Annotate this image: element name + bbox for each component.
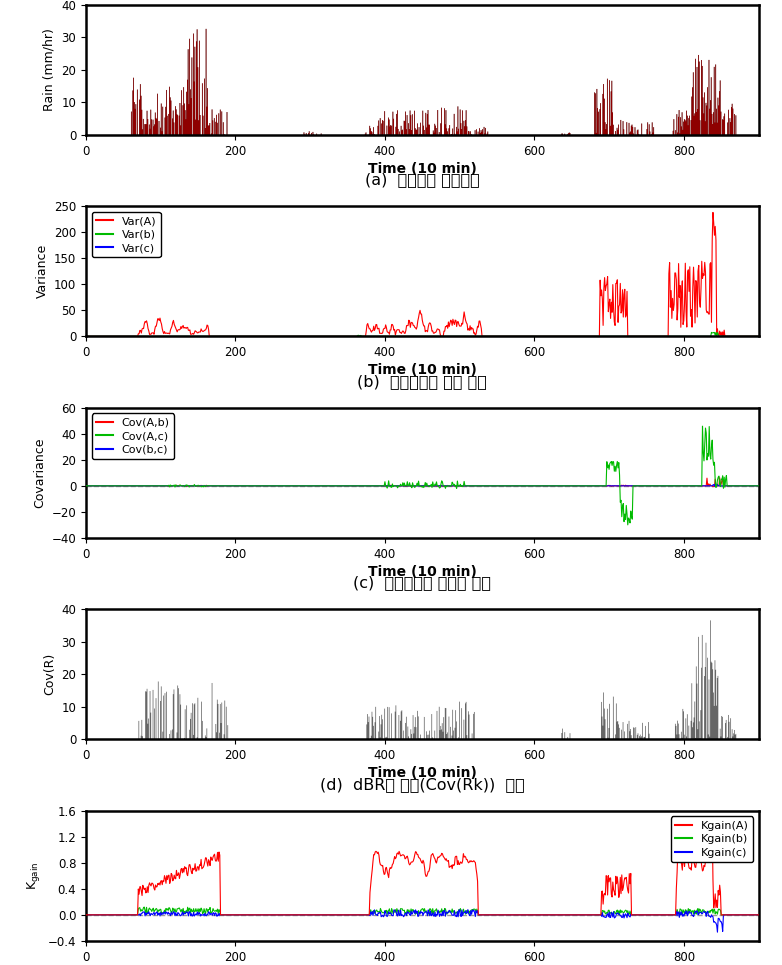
X-axis label: Time (10 min): Time (10 min) [368, 565, 477, 579]
Legend: Var(A), Var(b), Var(c): Var(A), Var(b), Var(c) [91, 212, 160, 258]
Y-axis label: K$_{\rm gain}$: K$_{\rm gain}$ [25, 862, 42, 890]
Text: (b)  매개변수의 분산 변화: (b) 매개변수의 분산 변화 [357, 373, 487, 389]
X-axis label: Time (10 min): Time (10 min) [368, 162, 477, 176]
Text: (a)  지상관측 강우강도: (a) 지상관측 강우강도 [365, 172, 479, 187]
X-axis label: Time (10 min): Time (10 min) [368, 363, 477, 377]
Text: (c)  매개변수의 공분산 변화: (c) 매개변수의 공분산 변화 [353, 575, 491, 591]
Text: (d)  dBR의 분산(Cov(Rk))  변화: (d) dBR의 분산(Cov(Rk)) 변화 [320, 777, 525, 791]
X-axis label: Time (10 min): Time (10 min) [368, 766, 477, 781]
Y-axis label: Variance: Variance [35, 244, 48, 298]
Y-axis label: Covariance: Covariance [33, 437, 46, 509]
Y-axis label: Rain (mm/hr): Rain (mm/hr) [43, 28, 56, 111]
Y-axis label: Cov(R): Cov(R) [43, 653, 56, 696]
Legend: Kgain(A), Kgain(b), Kgain(c): Kgain(A), Kgain(b), Kgain(c) [671, 816, 753, 862]
Legend: Cov(A,b), Cov(A,c), Cov(b,c): Cov(A,b), Cov(A,c), Cov(b,c) [91, 413, 174, 459]
